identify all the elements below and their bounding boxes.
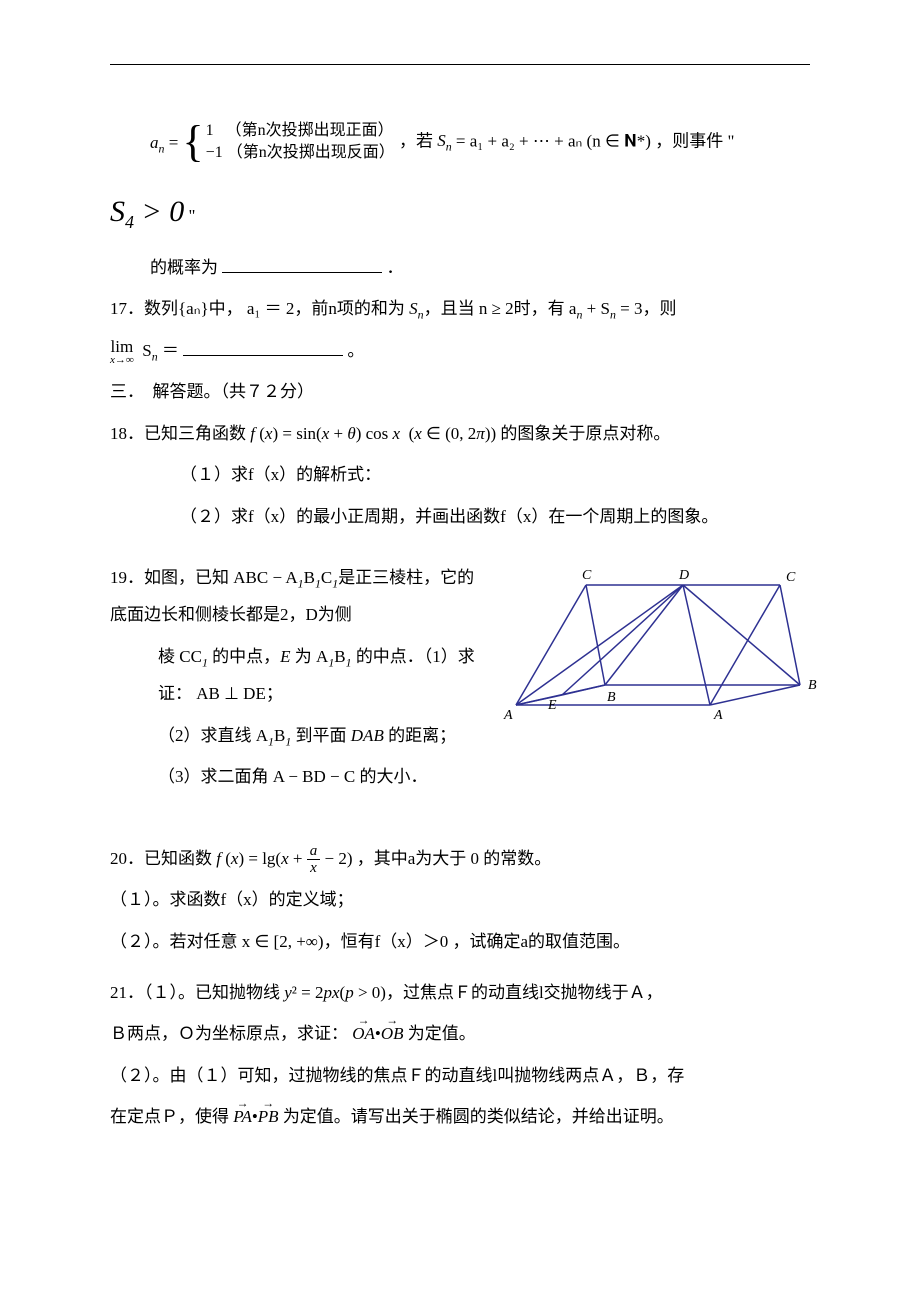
q21-l1: 21．（１）。已知抛物线 y² = 2px(p > 0)，过焦点Ｆ的动直线l交抛… bbox=[110, 974, 820, 1011]
q17-line1: 17．数列{aₙ}中， a₁ ＝ 2，前n项的和为 Sn，且当 n ≥ 2时，有… bbox=[110, 290, 820, 328]
svg-text:B: B bbox=[607, 690, 616, 705]
q16-case2: −1 （第n次投掷出现反面） bbox=[206, 142, 395, 164]
q18-line1: 18．已知三角函数 f (x) = sin(x + θ) cos x (x ∈ … bbox=[110, 415, 820, 452]
eq-sign: = bbox=[164, 124, 182, 161]
q19-l3: （2）求直线 A1B1 到平面 DAB 的距离； bbox=[110, 717, 490, 755]
vector-ob: OB bbox=[381, 1015, 404, 1052]
q16-after: ，则事件 " bbox=[655, 131, 734, 150]
q16-event: S4 > 0 bbox=[110, 195, 184, 228]
q16-prob-label: 的概率为 bbox=[150, 258, 218, 277]
q21-l3: （２）。由（１）可知，过抛物线的焦点Ｆ的动直线l叫抛物线两点Ａ，Ｂ，存 bbox=[110, 1057, 820, 1094]
svg-text:C: C bbox=[582, 568, 592, 583]
fraction: a x bbox=[307, 843, 321, 877]
q18-p2: （２）求f（x）的最小正周期，并画出函数f（x）在一个周期上的图象。 bbox=[110, 498, 820, 535]
limit-icon: lim x→∞ bbox=[110, 338, 134, 366]
q19-row: 19．如图，已知 ABC − A1B1C1是正三棱柱，它的底面边长和侧棱长都是2… bbox=[110, 559, 820, 800]
svg-text:A: A bbox=[503, 708, 513, 723]
svg-text:A: A bbox=[713, 708, 723, 723]
top-rule bbox=[110, 64, 810, 65]
blank-field[interactable] bbox=[183, 339, 343, 356]
prism-diagram: A B E A B C C D bbox=[500, 559, 820, 742]
q16-period: ． bbox=[387, 258, 404, 277]
q20-p1: （１）。求函数f（x）的定义域； bbox=[110, 881, 820, 918]
q17-line2: lim x→∞ Sn ＝ 。 bbox=[110, 332, 820, 370]
brace-icon: { bbox=[183, 120, 204, 164]
q21-l2: Ｂ两点，Ｏ为坐标原点，求证： OA•OB 为定值。 bbox=[110, 1015, 820, 1052]
q19-l2: 棱 CC1 的中点，E 为 A1B1 的中点．（1）求证： AB ⊥ DE； bbox=[110, 638, 490, 713]
q16-prob-line: 的概率为 ． bbox=[110, 249, 820, 286]
q16-sn: Sn bbox=[437, 131, 451, 150]
q16-sndef: = a₁ + a₂ + ⋯ + aₙ (n ∈ 𝐍*) bbox=[456, 131, 651, 150]
q16-close: " bbox=[189, 206, 196, 225]
svg-text:E: E bbox=[547, 698, 557, 713]
q20-l1: 20．已知函数 f (x) = lg(x + a x − 2) ，其中a为大于 … bbox=[110, 840, 820, 877]
blank-field[interactable] bbox=[222, 256, 382, 273]
svg-text:B: B bbox=[808, 678, 817, 693]
q18-p1: （１）求f（x）的解析式： bbox=[110, 456, 820, 493]
q16-mid: ，若 bbox=[399, 131, 437, 150]
vector-oa: OA bbox=[352, 1015, 375, 1052]
q16-an: an bbox=[150, 124, 164, 162]
q21-l4: 在定点Ｐ，使得 PA•PB 为定值。请写出关于椭圆的类似结论，并给出证明。 bbox=[110, 1098, 820, 1135]
vector-pb: PB bbox=[258, 1098, 279, 1135]
page-content: an = { 1 （第n次投掷出现正面） −1 （第n次投掷出现反面） ，若 S… bbox=[110, 60, 820, 1136]
svg-text:D: D bbox=[678, 568, 689, 583]
q19-l1: 19．如图，已知 ABC − A1B1C1是正三棱柱，它的底面边长和侧棱长都是2… bbox=[110, 559, 490, 634]
q16-piecewise: an = { 1 （第n次投掷出现正面） −1 （第n次投掷出现反面） ，若 S… bbox=[110, 120, 820, 165]
q16-event-line: S4 > 0 " bbox=[110, 179, 820, 245]
q20-p2: （２）。若对任意 x ∈ [2, +∞)，恒有f（x）＞0 ，试确定a的取值范围… bbox=[110, 923, 820, 960]
section3-header: 三． 解答题。（共７２分） bbox=[110, 373, 820, 410]
vector-pa: PA bbox=[233, 1098, 252, 1135]
q19-l4: （3）求二面角 A − BD − C 的大小． bbox=[110, 758, 490, 795]
q16-case1: 1 （第n次投掷出现正面） bbox=[206, 120, 395, 142]
svg-text:C: C bbox=[786, 570, 796, 585]
